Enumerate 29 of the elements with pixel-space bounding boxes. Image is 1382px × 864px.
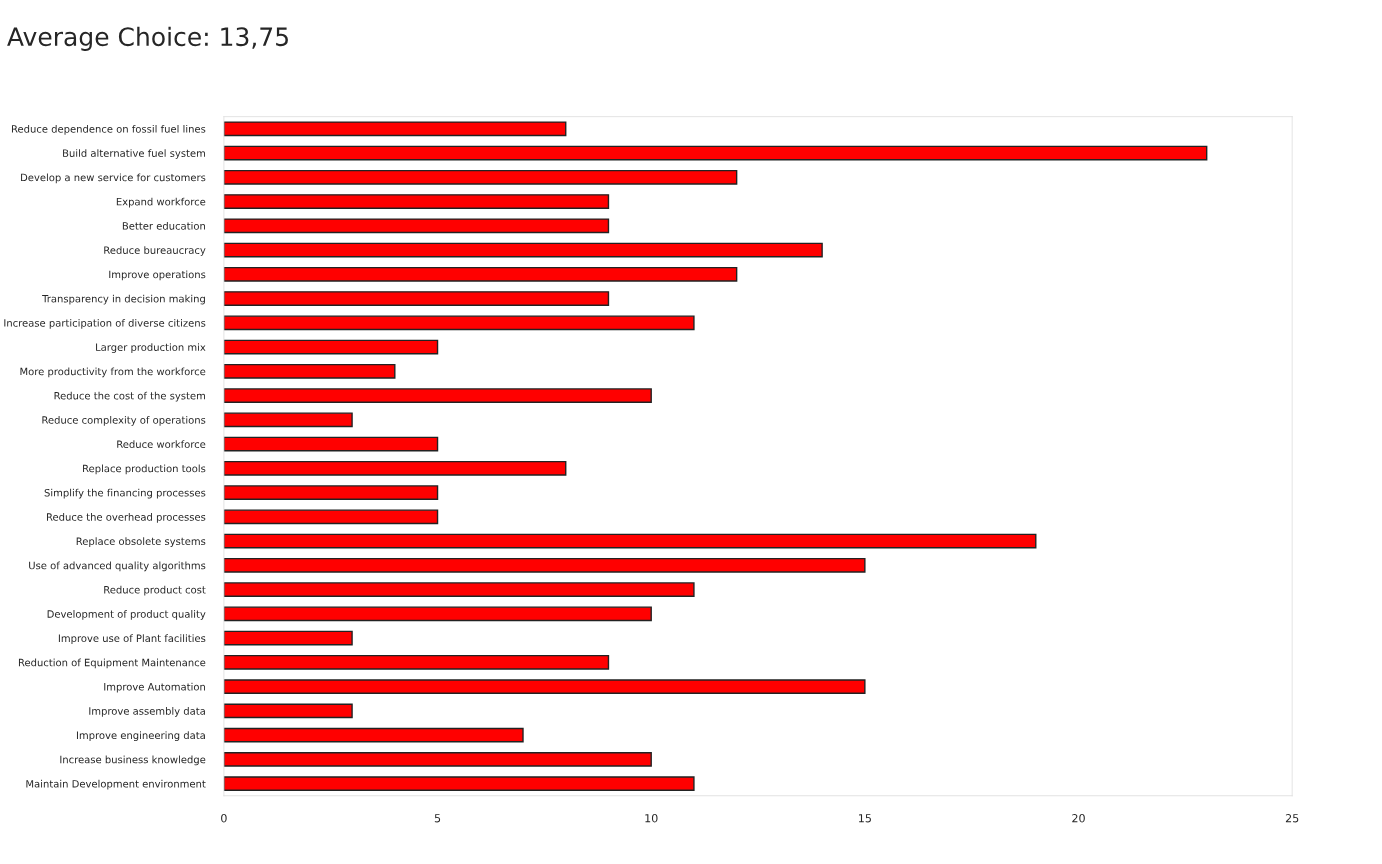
bar [223,630,353,646]
bar [223,654,610,670]
bar [223,582,695,597]
bar [223,557,866,573]
bar [223,679,866,694]
bar [223,533,1037,549]
bar [223,291,610,306]
bar [223,485,439,500]
bar [223,776,695,791]
bar [223,266,738,282]
bar [223,751,652,767]
bar [223,121,567,137]
bar [223,412,353,428]
bar [223,388,652,403]
bar [223,606,652,622]
bar [223,169,738,185]
bar [223,727,524,743]
bar [223,703,353,719]
bar [223,218,610,234]
bar [223,315,695,331]
bar [223,242,823,258]
bar [223,509,439,525]
bar [223,145,1208,161]
bar [223,363,396,379]
chart-title: Average Choice: 13,75 [7,26,288,51]
bar [223,460,567,476]
bar [223,339,439,355]
bar [223,194,610,209]
bar [223,436,439,452]
